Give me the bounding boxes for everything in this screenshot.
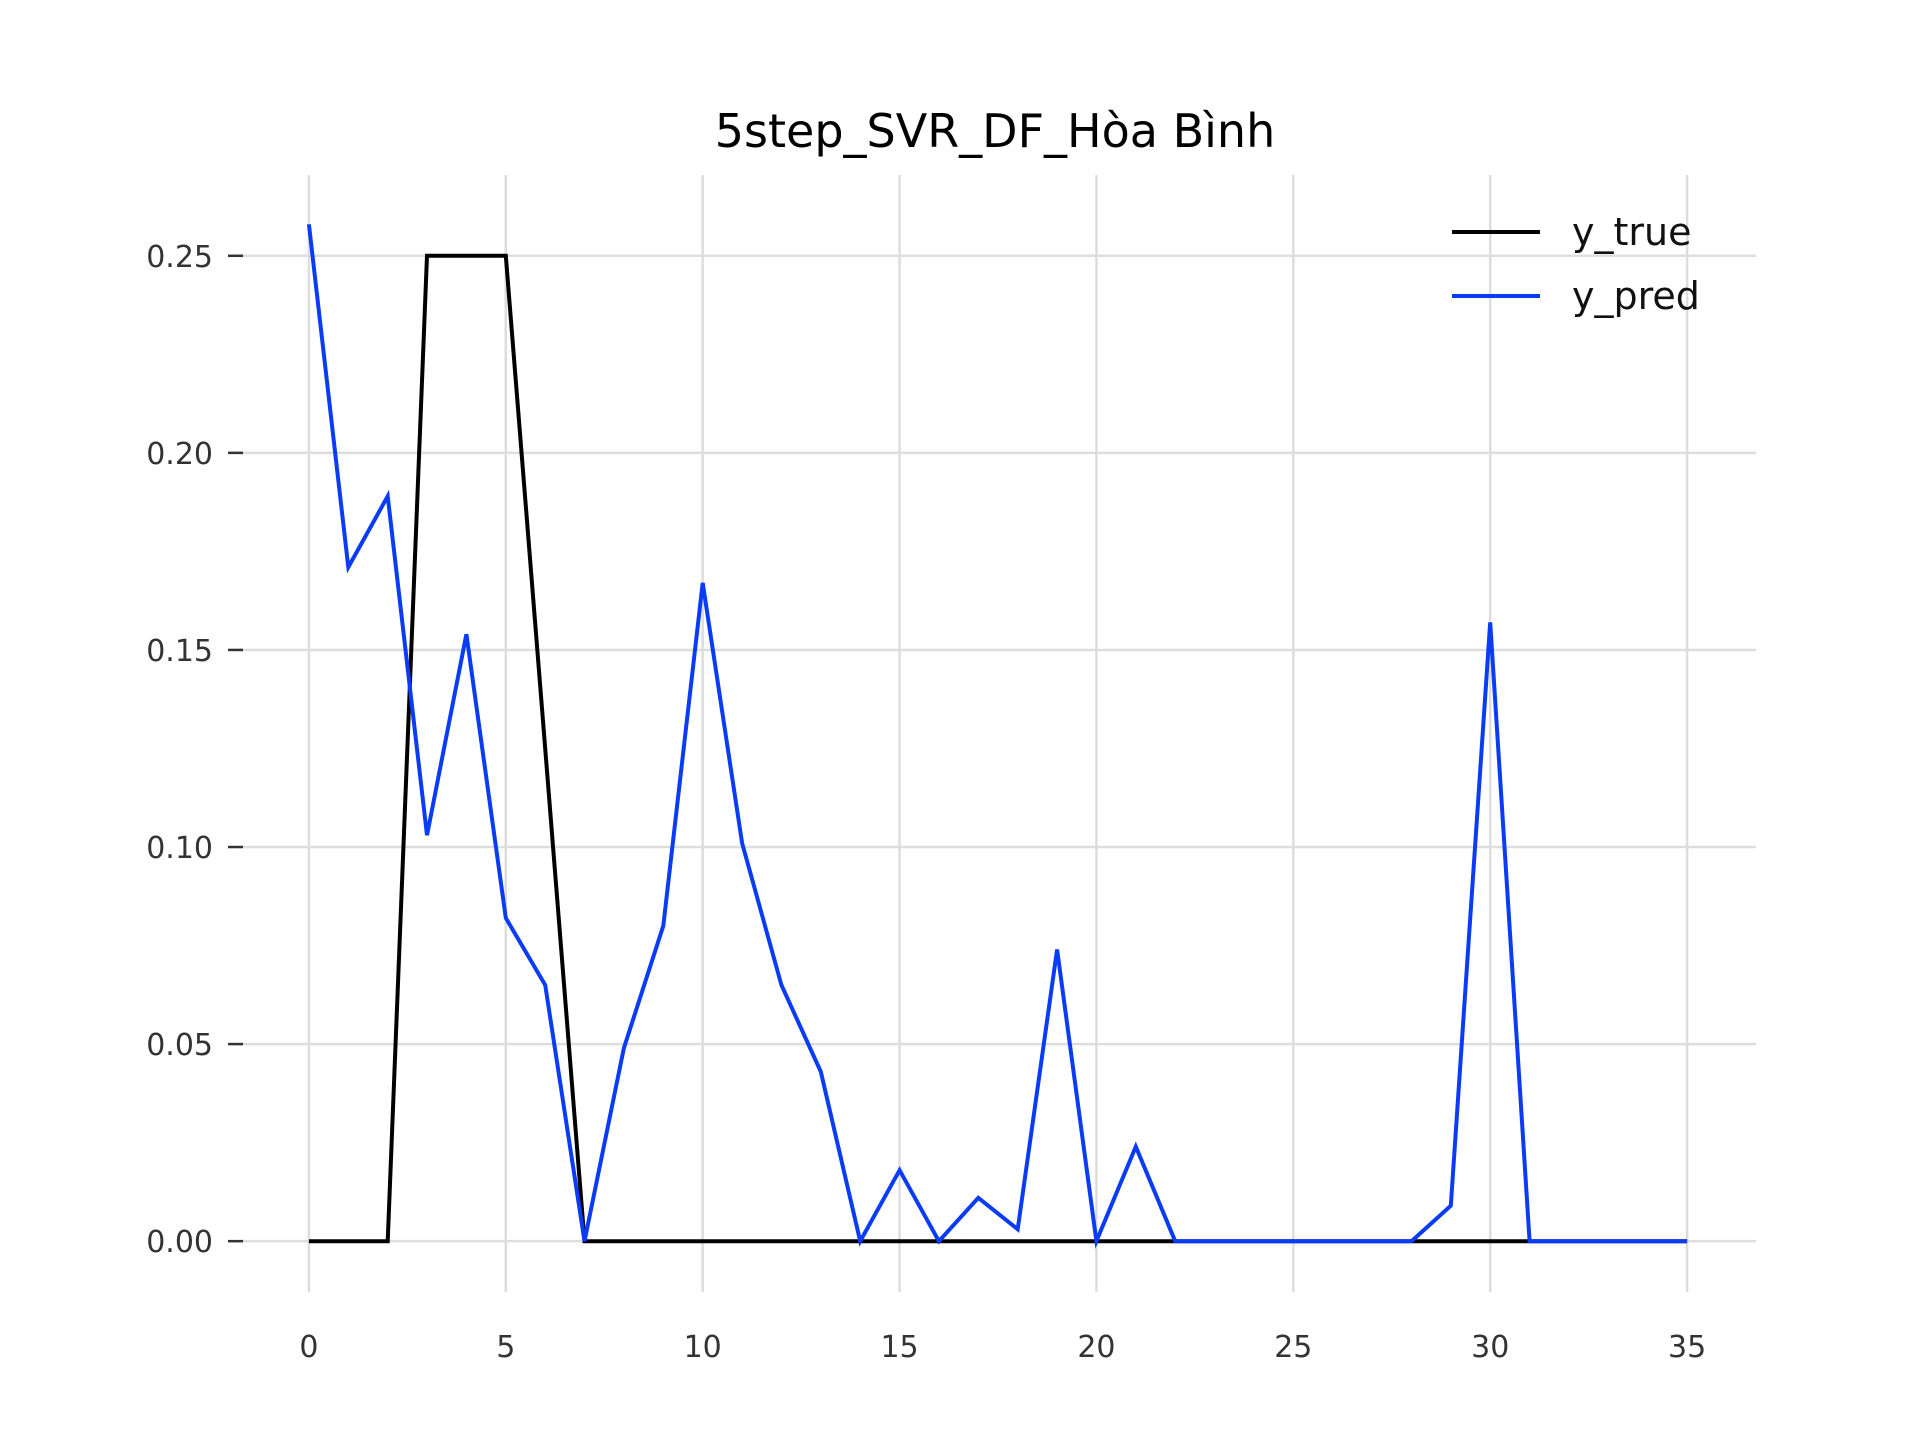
series-line-y-true (308, 253, 1688, 1244)
legend: y_true y_pred (1452, 210, 1700, 318)
grid (240, 175, 1756, 1292)
legend-label-y-pred: y_pred (1572, 274, 1700, 318)
y-tick-label: 0.05 (146, 1028, 213, 1063)
y-tick-label: 0.10 (146, 831, 213, 866)
series-line-y-pred (306, 224, 1688, 1249)
y-tick-label: 0.00 (146, 1225, 213, 1260)
x-tick-label: 10 (684, 1330, 722, 1365)
x-tick-label: 5 (496, 1330, 515, 1365)
y-tick-label: 0.25 (146, 240, 213, 275)
axis-ticks: 0 5 10 15 20 25 30 35 0.00 0.05 0.10 0.15 0.20 0.25 (146, 240, 1706, 1365)
x-tick-label: 35 (1668, 1330, 1706, 1365)
x-tick-label: 0 (299, 1330, 318, 1365)
series-lines (306, 224, 1688, 1249)
x-tick-label: 15 (880, 1330, 918, 1365)
x-tick-label: 20 (1077, 1330, 1115, 1365)
x-tick-label: 25 (1274, 1330, 1312, 1365)
chart-title: 5step_SVR_DF_Hòa Bình (715, 104, 1275, 158)
x-tick-label: 30 (1471, 1330, 1509, 1365)
legend-label-y-true: y_true (1572, 210, 1691, 254)
y-tick-label: 0.20 (146, 437, 213, 472)
y-tick-label: 0.15 (146, 634, 213, 669)
